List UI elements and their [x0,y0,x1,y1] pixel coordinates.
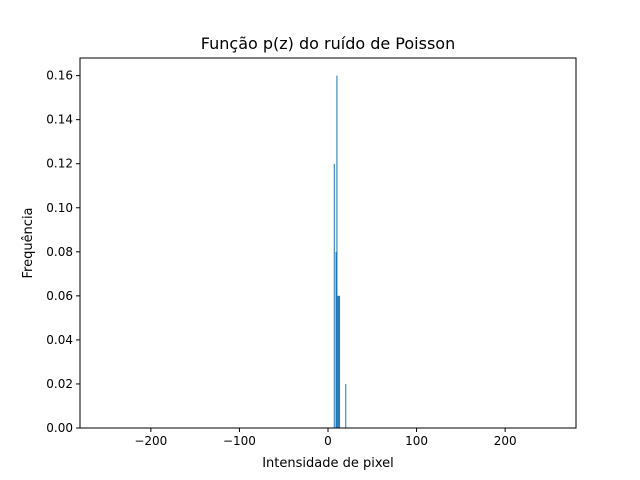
y-tick-label: 0.02 [46,377,73,391]
bar [345,383,347,428]
x-axis-ticks: −200 −100 0 100 200 [134,428,517,448]
y-tick-label: 0.06 [46,289,73,303]
bar [333,163,335,428]
y-tick-label: 0.04 [46,333,73,347]
bar [335,251,337,428]
plot-frame [79,57,577,429]
bar [339,295,341,428]
bar [338,295,340,428]
x-tick-label: −100 [223,434,256,448]
bar [337,295,339,428]
y-tick-label: 0.14 [46,113,73,127]
y-tick-label: 0.12 [46,157,73,171]
y-tick-label: 0.10 [46,201,73,215]
bar [336,75,338,428]
y-tick-label: 0.16 [46,69,73,83]
x-tick-label: 200 [494,434,517,448]
x-axis-label: Intensidade de pixel [262,456,394,471]
chart-title: Função p(z) do ruído de Poisson [201,34,455,53]
y-tick-label: 0.08 [46,245,73,259]
x-tick-label: −200 [134,434,167,448]
y-axis-label: Frequência [21,207,36,278]
x-tick-label: 0 [324,434,332,448]
x-tick-label: 100 [405,434,428,448]
bars [333,75,347,428]
y-axis-ticks: 0.00 0.02 0.04 0.06 0.08 0.10 0.12 0.14 0.16 [46,69,80,435]
y-tick-label: 0.00 [46,421,73,435]
